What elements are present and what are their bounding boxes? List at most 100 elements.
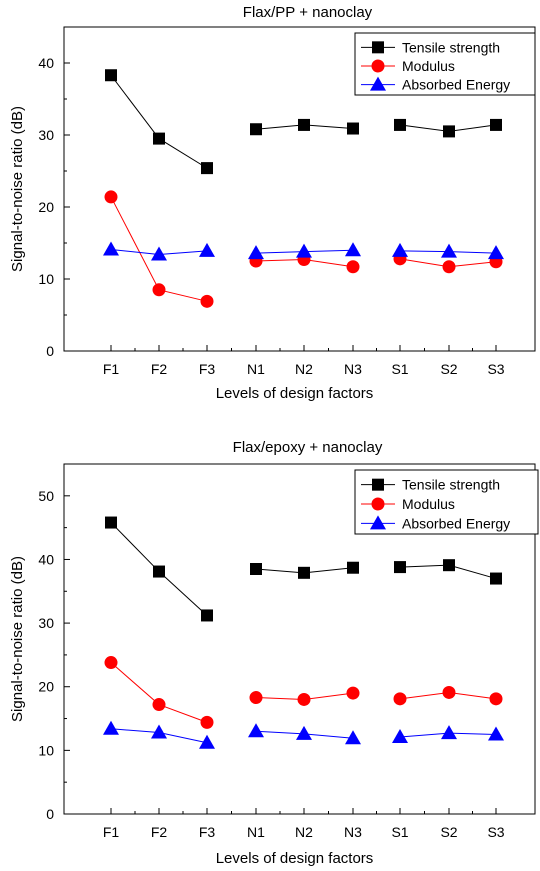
data-point bbox=[392, 729, 408, 743]
data-point bbox=[250, 563, 262, 575]
x-tick-label: N1 bbox=[247, 824, 265, 840]
x-tick-label: N3 bbox=[344, 361, 362, 377]
data-point bbox=[297, 692, 311, 706]
y-tick-label: 50 bbox=[38, 488, 54, 504]
chart-panel-2: Flax/epoxy + nanoclay 0 10 20 30 40 50 Signal-t… bbox=[9, 439, 539, 867]
legend: Tensile strength Modulus Absorbed Energy bbox=[354, 32, 536, 96]
y-tick-label: 20 bbox=[38, 679, 54, 695]
data-point bbox=[199, 242, 215, 257]
legend-label: Modulus bbox=[402, 496, 455, 512]
x-axis-label: Levels of design factors bbox=[216, 385, 374, 402]
data-point bbox=[200, 294, 214, 308]
data-point bbox=[345, 730, 361, 745]
legend-marker bbox=[370, 515, 386, 530]
data-point bbox=[249, 691, 263, 705]
data-point bbox=[105, 69, 117, 82]
data-point bbox=[298, 118, 310, 131]
x-tick-label: F3 bbox=[199, 824, 216, 840]
x-tick-label: N3 bbox=[344, 824, 362, 840]
y-tick-label: 10 bbox=[38, 271, 54, 287]
plot-frame bbox=[63, 463, 536, 815]
data-point bbox=[441, 243, 457, 258]
chart-panel-1: Flax/PP + nanoclay 0 10 20 30 40 Signal-to-noi… bbox=[9, 4, 536, 402]
y-tick-label: 30 bbox=[38, 615, 54, 631]
y-tick-label: 0 bbox=[46, 806, 54, 822]
data-point bbox=[105, 516, 117, 529]
chart-title: Flax/PP + nanoclay bbox=[243, 4, 373, 21]
chart-title: Flax/epoxy + nanoclay bbox=[233, 439, 383, 456]
data-point bbox=[248, 245, 264, 260]
data-point bbox=[296, 243, 312, 258]
plot-frame bbox=[63, 26, 536, 352]
data-point bbox=[347, 122, 359, 135]
x-tick-label: F2 bbox=[151, 361, 168, 377]
data-point bbox=[152, 283, 166, 297]
y-tick-label: 40 bbox=[38, 551, 54, 567]
data-point bbox=[443, 125, 455, 138]
x-tick-label: F1 bbox=[103, 361, 120, 377]
data-point bbox=[346, 260, 360, 274]
legend-marker bbox=[372, 41, 384, 54]
data-point bbox=[199, 734, 215, 749]
x-tick-label: S1 bbox=[391, 824, 408, 840]
legend-marker bbox=[371, 59, 385, 73]
x-tick-label: F2 bbox=[151, 824, 168, 840]
data-point bbox=[490, 118, 502, 131]
data-point bbox=[151, 724, 167, 739]
data-point bbox=[442, 685, 456, 699]
data-point bbox=[441, 725, 457, 740]
data-point bbox=[296, 725, 312, 740]
x-tick-label: N1 bbox=[247, 361, 265, 377]
data-point bbox=[489, 692, 503, 706]
series-square bbox=[105, 69, 502, 175]
data-point bbox=[104, 656, 118, 670]
x-tick-label: S3 bbox=[487, 824, 504, 840]
data-point bbox=[103, 720, 119, 735]
data-point bbox=[347, 561, 359, 574]
x-axis-label: Levels of design factors bbox=[216, 850, 374, 867]
legend-marker bbox=[370, 76, 386, 91]
x-tick-label: F1 bbox=[103, 824, 120, 840]
data-point bbox=[490, 572, 502, 585]
x-tick-label: N2 bbox=[295, 824, 313, 840]
data-point bbox=[346, 686, 360, 700]
y-tick-label: 0 bbox=[46, 343, 54, 359]
series-line bbox=[110, 74, 208, 169]
legend-label: Absorbed Energy bbox=[402, 515, 510, 531]
series-triangle bbox=[103, 720, 504, 749]
data-point bbox=[394, 118, 406, 131]
data-point bbox=[393, 692, 407, 706]
data-point bbox=[153, 132, 165, 145]
series-circle bbox=[104, 656, 503, 729]
x-tick-label: S2 bbox=[440, 361, 457, 377]
data-point bbox=[151, 246, 167, 261]
data-point bbox=[201, 609, 213, 622]
data-point bbox=[103, 241, 119, 256]
y-tick-label: 30 bbox=[38, 127, 54, 143]
data-point bbox=[488, 726, 504, 741]
y-tick-label: 40 bbox=[38, 55, 54, 71]
data-point bbox=[345, 242, 361, 257]
y-tick-label: 10 bbox=[38, 742, 54, 758]
data-point bbox=[153, 565, 165, 578]
data-point bbox=[443, 559, 455, 572]
data-point bbox=[298, 566, 310, 579]
x-tick-label: N2 bbox=[295, 361, 313, 377]
data-point bbox=[200, 715, 214, 729]
data-point bbox=[152, 698, 166, 712]
data-point bbox=[250, 123, 262, 136]
x-tick-label: F3 bbox=[199, 361, 216, 377]
x-tick-label: S1 bbox=[391, 361, 408, 377]
legend-marker bbox=[371, 497, 385, 511]
legend-label: Modulus bbox=[402, 58, 455, 74]
y-axis-label: Signal-to-noise ratio (dB) bbox=[9, 106, 26, 272]
legend-marker bbox=[372, 478, 384, 491]
series-square bbox=[105, 516, 502, 622]
data-point bbox=[104, 190, 118, 204]
data-point bbox=[394, 561, 406, 574]
legend-label: Absorbed Energy bbox=[402, 77, 510, 93]
x-tick-label: S2 bbox=[440, 824, 457, 840]
series-line bbox=[110, 662, 208, 723]
data-point bbox=[392, 242, 408, 257]
